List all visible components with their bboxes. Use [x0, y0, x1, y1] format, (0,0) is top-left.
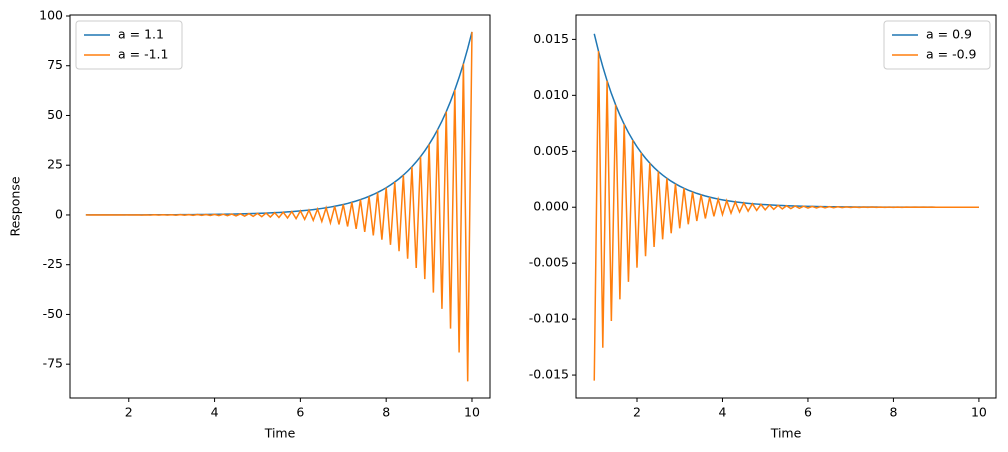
series-line: [85, 31, 473, 382]
x-tick-label: 4: [211, 405, 219, 420]
x-tick-label: 10: [971, 405, 987, 420]
y-tick-label: 0.000: [533, 199, 569, 214]
y-tick-label: 75: [47, 57, 63, 72]
series-line: [593, 51, 979, 381]
x-tick-label: 2: [633, 405, 641, 420]
y-tick-label: -0.010: [529, 311, 569, 326]
y-tick-label: 0.010: [533, 87, 569, 102]
legend-label: a = 1.1: [118, 27, 164, 42]
axes-frame: [69, 14, 491, 399]
y-tick-label: -50: [43, 306, 63, 321]
y-tick-label: 0: [55, 206, 63, 221]
x-tick-label: 4: [718, 405, 726, 420]
legend-box: [883, 20, 991, 70]
y-tick-label: -25: [43, 256, 63, 271]
y-tick-label: 0.005: [533, 143, 569, 158]
axes-frame: [575, 14, 997, 399]
y-tick-label: -75: [43, 356, 63, 371]
y-tick-label: -0.005: [529, 255, 569, 270]
y-axis-label: Response: [8, 176, 23, 236]
x-tick-label: 6: [296, 405, 304, 420]
legend-label: a = -0.9: [926, 47, 977, 62]
x-tick-label: 6: [804, 405, 812, 420]
x-tick-label: 8: [382, 405, 390, 420]
y-tick-label: 25: [47, 157, 63, 172]
x-axis-label: Time: [264, 426, 296, 441]
x-axis-label: Time: [770, 426, 802, 441]
y-tick-label: 0.015: [533, 31, 569, 46]
y-tick-label: -0.015: [529, 367, 569, 382]
y-tick-label: 50: [47, 107, 63, 122]
y-tick-label: 100: [39, 7, 63, 22]
legend-label: a = -1.1: [118, 47, 168, 62]
legend-box: [75, 20, 183, 70]
x-tick-label: 10: [464, 405, 480, 420]
plot-area: [70, 15, 490, 398]
x-tick-label: 8: [889, 405, 897, 420]
legend-label: a = 0.9: [926, 27, 972, 42]
x-tick-label: 2: [125, 405, 133, 420]
